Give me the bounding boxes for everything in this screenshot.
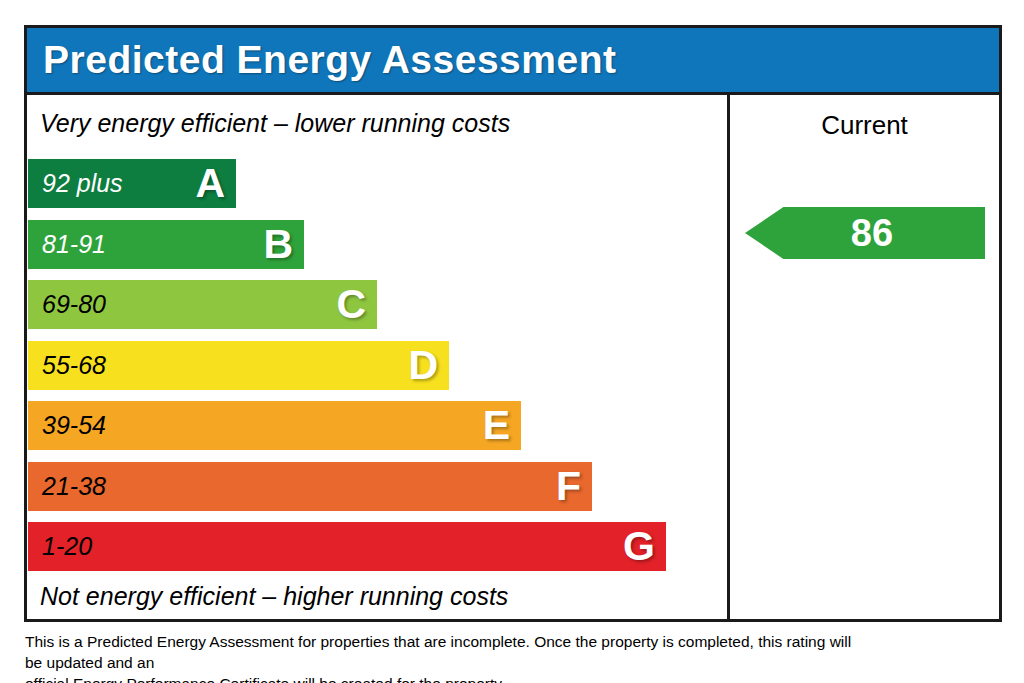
band-range-label: 39-54	[42, 411, 106, 440]
band-bar-f: 21-38 F	[28, 462, 592, 511]
band-row-d: 55-68 D	[28, 341, 728, 390]
band-range-label: 1-20	[42, 532, 92, 561]
top-caption: Very energy efficient – lower running co…	[40, 109, 510, 138]
band-letter: B	[263, 224, 293, 265]
band-range-label: 55-68	[42, 351, 106, 380]
band-row-f: 21-38 F	[28, 462, 728, 511]
bottom-caption: Not energy efficient – higher running co…	[40, 582, 508, 611]
bands-panel: Very energy efficient – lower running co…	[27, 95, 730, 619]
band-range-label: 92 plus	[42, 169, 123, 198]
band-bar-a: 92 plus A	[28, 159, 236, 208]
footer-line-1: This is a Predicted Energy Assessment fo…	[25, 631, 855, 673]
band-row-c: 69-80 C	[28, 280, 728, 329]
band-range-label: 81-91	[42, 230, 106, 259]
band-bar-g: 1-20 G	[28, 522, 666, 571]
current-rating-arrow: 86	[745, 207, 985, 259]
band-row-a: 92 plus A	[28, 159, 728, 208]
energy-assessment-chart: Predicted Energy Assessment Very energy …	[24, 25, 1002, 622]
footer-note: This is a Predicted Energy Assessment fo…	[25, 631, 855, 683]
band-bar-d: 55-68 D	[28, 341, 449, 390]
band-letter: G	[623, 526, 655, 567]
chart-title: Predicted Energy Assessment	[43, 38, 616, 82]
band-bar-e: 39-54 E	[28, 401, 521, 450]
band-bar-b: 81-91 B	[28, 220, 304, 269]
band-letter: F	[556, 466, 581, 507]
band-row-g: 1-20 G	[28, 522, 728, 571]
predicted-energy-assessment-page: Predicted Energy Assessment Very energy …	[0, 0, 1024, 683]
rating-bands: 92 plus A 81-91 B 69-80 C	[28, 159, 728, 583]
band-row-b: 81-91 B	[28, 220, 728, 269]
footer-line-2: official Energy Performance Certificate …	[25, 673, 855, 683]
chart-title-bar: Predicted Energy Assessment	[27, 28, 999, 95]
band-letter: D	[408, 345, 438, 386]
band-bar-c: 69-80 C	[28, 280, 377, 329]
current-panel: Current 86	[730, 95, 999, 619]
chart-body: Very energy efficient – lower running co…	[27, 95, 999, 619]
current-rating-value: 86	[837, 212, 893, 255]
band-letter: A	[195, 163, 225, 204]
band-letter: C	[336, 284, 366, 325]
band-range-label: 69-80	[42, 290, 106, 319]
band-range-label: 21-38	[42, 472, 106, 501]
band-letter: E	[483, 405, 510, 446]
current-column-header: Current	[730, 110, 999, 141]
band-row-e: 39-54 E	[28, 401, 728, 450]
